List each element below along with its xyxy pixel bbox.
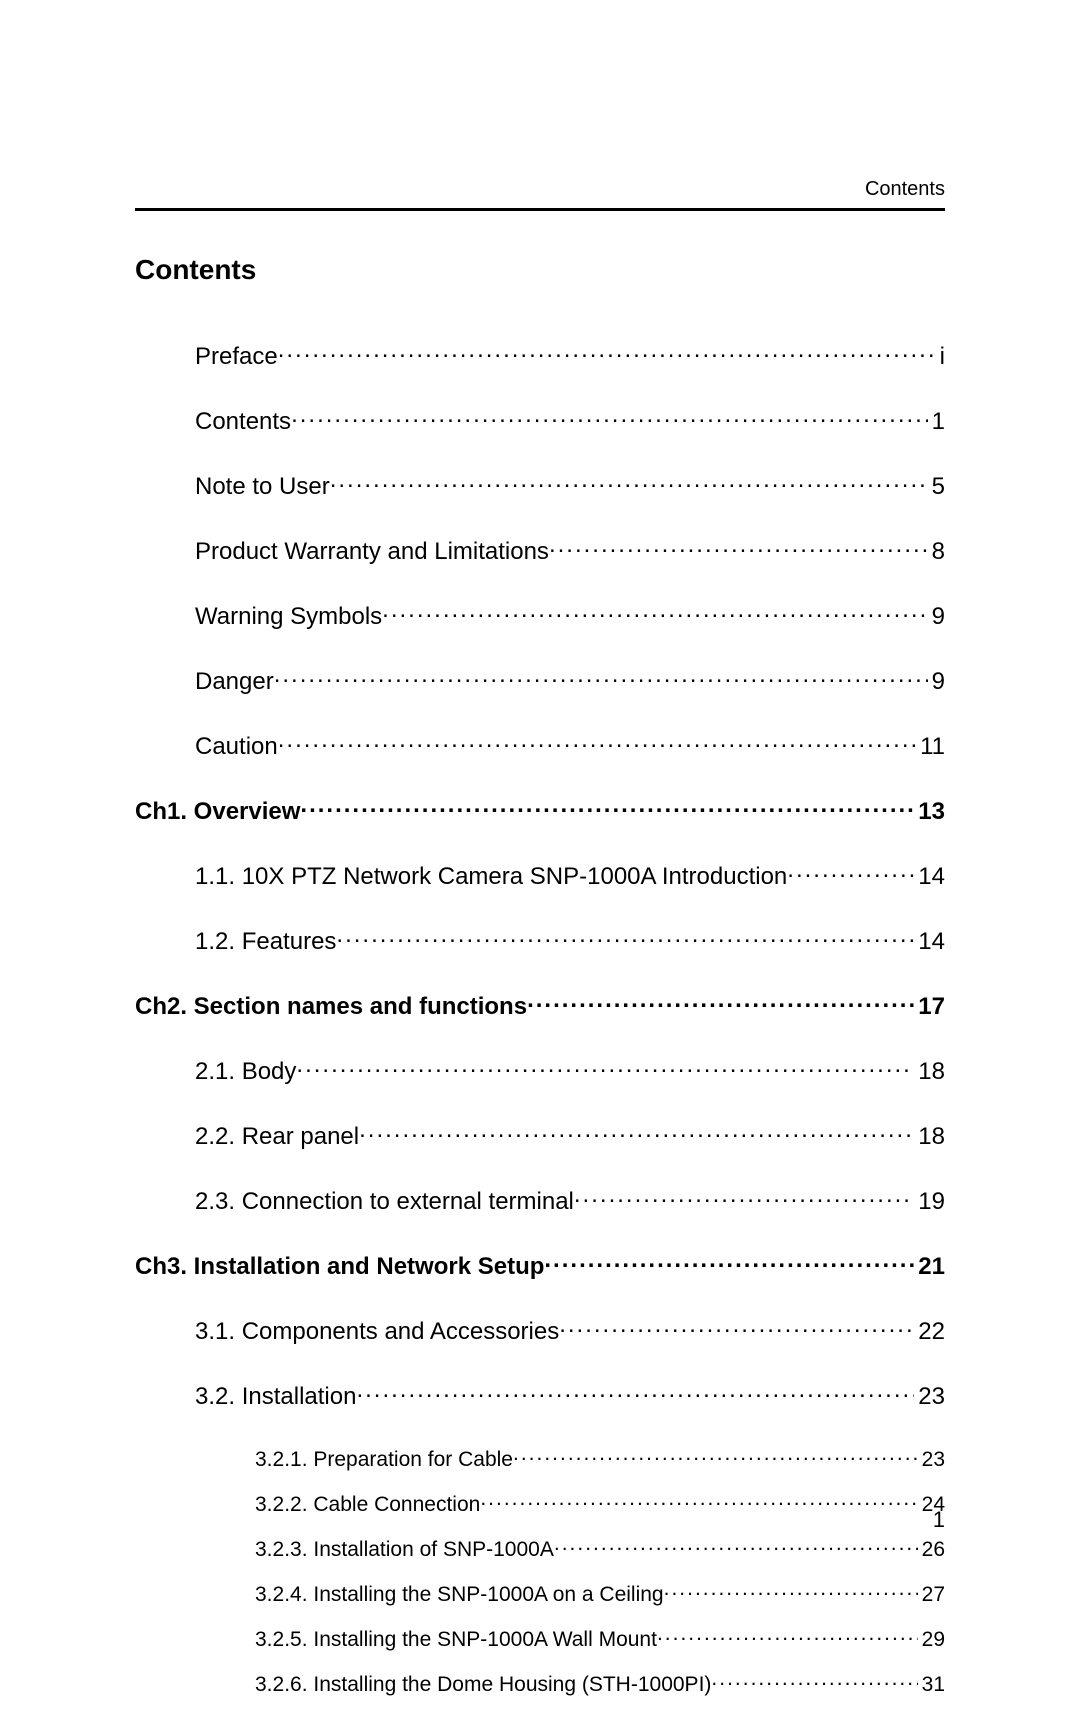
toc-entry-title: Ch1. Overview <box>135 798 300 826</box>
toc-entry-title: 3.2. Installation <box>195 1383 356 1411</box>
toc-leader <box>296 1055 914 1079</box>
toc-leader <box>278 730 916 754</box>
toc-entry-title: 3.1. Components and Accessories <box>195 1318 559 1346</box>
toc-leader <box>274 665 928 689</box>
toc-entry-page: 1 <box>928 408 945 436</box>
toc-entry-title: 3.2.3. Installation of SNP-1000A <box>255 1538 554 1562</box>
toc-leader <box>554 1535 918 1556</box>
toc-entry-page: 22 <box>914 1318 945 1346</box>
toc-entry-page: 8 <box>928 538 945 566</box>
toc-leader <box>382 600 927 624</box>
toc-leader <box>527 990 914 1014</box>
toc-entry-page: 9 <box>928 603 945 631</box>
toc-entry: Caution 11 <box>195 730 945 761</box>
toc-leader <box>574 1185 914 1209</box>
toc-entry-page: 23 <box>918 1448 945 1472</box>
toc-leader <box>787 860 914 884</box>
toc-entry: 2.1. Body 18 <box>195 1055 945 1086</box>
toc-entry: 3.2.2. Cable Connection 24 <box>255 1490 945 1517</box>
toc-entry: 3.2.6. Installing the Dome Housing (STH-… <box>255 1670 945 1697</box>
toc-leader <box>513 1445 918 1466</box>
toc-entry-title: Preface <box>195 343 278 371</box>
toc-entry-page: 29 <box>918 1628 945 1652</box>
toc-leader <box>291 405 928 429</box>
toc-entry: Product Warranty and Limitations 8 <box>195 535 945 566</box>
toc-entry: Contents 1 <box>195 405 945 436</box>
toc-entry-title: Warning Symbols <box>195 603 382 631</box>
toc-entry: 3.2.4. Installing the SNP-1000A on a Cei… <box>255 1580 945 1607</box>
toc-entry-title: Ch3. Installation and Network Setup <box>135 1253 544 1281</box>
running-head: Contents <box>865 178 945 201</box>
toc-entry: Ch1. Overview 13 <box>135 795 945 826</box>
toc-entry: 2.2. Rear panel 18 <box>195 1120 945 1151</box>
toc-entry-title: Caution <box>195 733 278 761</box>
toc-entry: 3.1. Components and Accessories 22 <box>195 1315 945 1346</box>
toc-entry: 3.2. Installation 23 <box>195 1380 945 1411</box>
toc-entry: Note to User 5 <box>195 470 945 501</box>
toc-entry-page: 11 <box>916 733 945 761</box>
toc-entry-page: 18 <box>914 1123 945 1151</box>
toc-entry-title: 2.2. Rear panel <box>195 1123 359 1151</box>
toc-entry-page: 18 <box>914 1058 945 1086</box>
page-number: 1 <box>933 1507 945 1533</box>
toc-entry-page: 14 <box>914 863 945 891</box>
page-title: Contents <box>135 254 256 286</box>
toc-entry-title: Contents <box>195 408 291 436</box>
toc-entry-title: 1.1. 10X PTZ Network Camera SNP-1000A In… <box>195 863 787 891</box>
toc-leader <box>544 1250 914 1274</box>
toc-entry-title: Ch2. Section names and functions <box>135 993 527 1021</box>
toc-leader <box>356 1380 914 1404</box>
toc-leader <box>300 795 914 819</box>
toc-leader <box>336 925 914 949</box>
toc-entry: Ch2. Section names and functions 17 <box>135 990 945 1021</box>
toc-entry-page: 13 <box>914 798 945 826</box>
toc-entry-page: 26 <box>918 1538 945 1562</box>
toc-leader <box>664 1580 918 1601</box>
toc-leader <box>480 1490 917 1511</box>
toc-entry-title: 2.3. Connection to external terminal <box>195 1188 574 1216</box>
toc-leader <box>359 1120 914 1144</box>
toc-leader <box>330 470 928 494</box>
toc-entry-page: i <box>936 343 945 371</box>
toc-entry: 3.2.1. Preparation for Cable 23 <box>255 1445 945 1472</box>
toc-entry-title: Danger <box>195 668 274 696</box>
table-of-contents: Preface i Contents 1 Note to User 5 Product… <box>135 340 945 1715</box>
toc-entry-title: 3.2.1. Preparation for Cable <box>255 1448 513 1472</box>
toc-entry: Ch3. Installation and Network Setup 21 <box>135 1250 945 1281</box>
toc-entry-title: 3.2.5. Installing the SNP-1000A Wall Mou… <box>255 1628 657 1652</box>
toc-entry: 1.1. 10X PTZ Network Camera SNP-1000A In… <box>195 860 945 891</box>
toc-entry-page: 31 <box>918 1673 945 1697</box>
toc-entry-page: 17 <box>914 993 945 1021</box>
toc-leader <box>559 1315 914 1339</box>
toc-entry-page: 19 <box>914 1188 945 1216</box>
toc-entry-title: 3.2.2. Cable Connection <box>255 1493 480 1517</box>
toc-leader <box>278 340 936 364</box>
toc-entry: 3.2.5. Installing the SNP-1000A Wall Mou… <box>255 1625 945 1652</box>
toc-leader <box>549 535 928 559</box>
toc-entry: 2.3. Connection to external terminal 19 <box>195 1185 945 1216</box>
toc-entry-title: 3.2.4. Installing the SNP-1000A on a Cei… <box>255 1583 664 1607</box>
toc-entry-page: 23 <box>914 1383 945 1411</box>
toc-entry-page: 5 <box>928 473 945 501</box>
toc-entry: Preface i <box>195 340 945 371</box>
toc-entry-title: 3.2.6. Installing the Dome Housing (STH-… <box>255 1673 711 1697</box>
toc-entry: 3.2.3. Installation of SNP-1000A 26 <box>255 1535 945 1562</box>
toc-entry-page: 27 <box>918 1583 945 1607</box>
page: Contents Contents Preface i Contents 1 Not… <box>0 0 1080 1643</box>
toc-leader <box>711 1670 917 1691</box>
toc-entry-page: 14 <box>914 928 945 956</box>
header-rule <box>135 208 945 211</box>
toc-entry-title: Product Warranty and Limitations <box>195 538 549 566</box>
toc-entry-title: Note to User <box>195 473 330 501</box>
toc-entry-page: 9 <box>928 668 945 696</box>
toc-entry-title: 1.2. Features <box>195 928 336 956</box>
toc-entry: Warning Symbols 9 <box>195 600 945 631</box>
toc-entry-title: 2.1. Body <box>195 1058 296 1086</box>
toc-entry: 1.2. Features 14 <box>195 925 945 956</box>
toc-entry: Danger 9 <box>195 665 945 696</box>
toc-entry-page: 21 <box>914 1253 945 1281</box>
